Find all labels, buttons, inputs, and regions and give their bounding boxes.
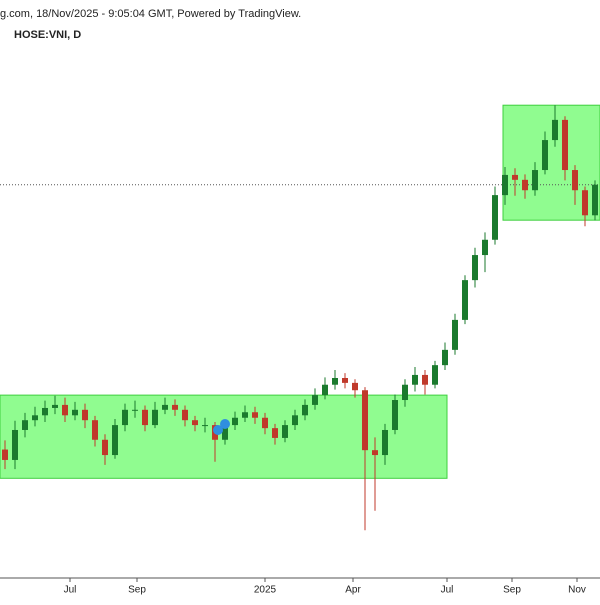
- candle-body: [202, 425, 208, 427]
- candle-body: [552, 119, 558, 141]
- chart-subtitle: HOSE:VNI, D: [14, 29, 81, 41]
- candle-body: [252, 412, 258, 418]
- candle-body: [22, 420, 28, 430]
- candle-body: [522, 179, 528, 191]
- candle-body: [302, 404, 308, 416]
- candle-body: [12, 429, 18, 460]
- candle-body: [172, 404, 178, 410]
- candle-body: [102, 439, 108, 456]
- candle-body: [72, 409, 78, 416]
- candle-body: [42, 407, 48, 416]
- candle-body: [2, 449, 8, 460]
- candle-body: [322, 384, 328, 396]
- candle-body: [362, 390, 368, 451]
- candle-body: [222, 425, 228, 440]
- event-icon: [220, 419, 230, 429]
- candle-body: [122, 409, 128, 426]
- candle-body: [152, 409, 158, 426]
- candle-body: [542, 140, 548, 171]
- candle-body: [82, 409, 88, 421]
- candle-body: [32, 415, 38, 421]
- x-tick-label: Jul: [441, 585, 454, 596]
- candle-body: [592, 184, 598, 216]
- x-tick-label: Jul: [64, 585, 77, 596]
- candle-body: [402, 384, 408, 401]
- event-icons: [213, 419, 230, 435]
- candle-body: [572, 170, 578, 191]
- candle-body: [192, 420, 198, 426]
- candle-body: [372, 450, 378, 456]
- candle-body: [142, 409, 148, 426]
- candle-body: [502, 174, 508, 196]
- candle-body: [462, 280, 468, 320]
- x-tick-label: Sep: [503, 585, 521, 596]
- candle-body: [512, 174, 518, 180]
- x-tick-label: Nov: [568, 585, 586, 596]
- candle-body: [282, 425, 288, 438]
- candle-body: [482, 239, 488, 256]
- candle-body: [492, 195, 498, 240]
- candle-body: [52, 404, 58, 408]
- candle-body: [582, 190, 588, 216]
- candle-body: [392, 400, 398, 430]
- candle-body: [112, 425, 118, 456]
- candle-body: [452, 319, 458, 350]
- candle-body: [262, 417, 268, 429]
- candle-body: [352, 382, 358, 391]
- candle-body: [312, 395, 318, 405]
- candle-body: [182, 409, 188, 421]
- candle-body: [272, 428, 278, 438]
- zones: [0, 104, 600, 479]
- candle-body: [472, 255, 478, 281]
- x-tick-label: Sep: [128, 585, 146, 596]
- x-tick-label: Apr: [345, 585, 361, 596]
- candle-body: [422, 374, 428, 385]
- candle-body: [382, 429, 388, 456]
- candle-body: [162, 404, 168, 410]
- candle-body: [242, 412, 248, 418]
- candle-body: [232, 417, 238, 426]
- candle-body: [62, 404, 68, 416]
- candle-body: [292, 415, 298, 426]
- candle-body: [92, 420, 98, 440]
- event-icon: [213, 425, 223, 435]
- candle-body: [532, 170, 538, 191]
- candle-body: [412, 374, 418, 385]
- candle-body: [562, 119, 568, 171]
- candle-body: [132, 409, 138, 411]
- x-tick-label: 2025: [254, 585, 277, 596]
- candle-body: [432, 365, 438, 385]
- candle-body: [442, 349, 448, 366]
- chart-title: g.com, 18/Nov/2025 - 9:05:04 GMT, Powere…: [0, 8, 301, 20]
- candle-body: [342, 377, 348, 383]
- candle-body: [332, 377, 338, 385]
